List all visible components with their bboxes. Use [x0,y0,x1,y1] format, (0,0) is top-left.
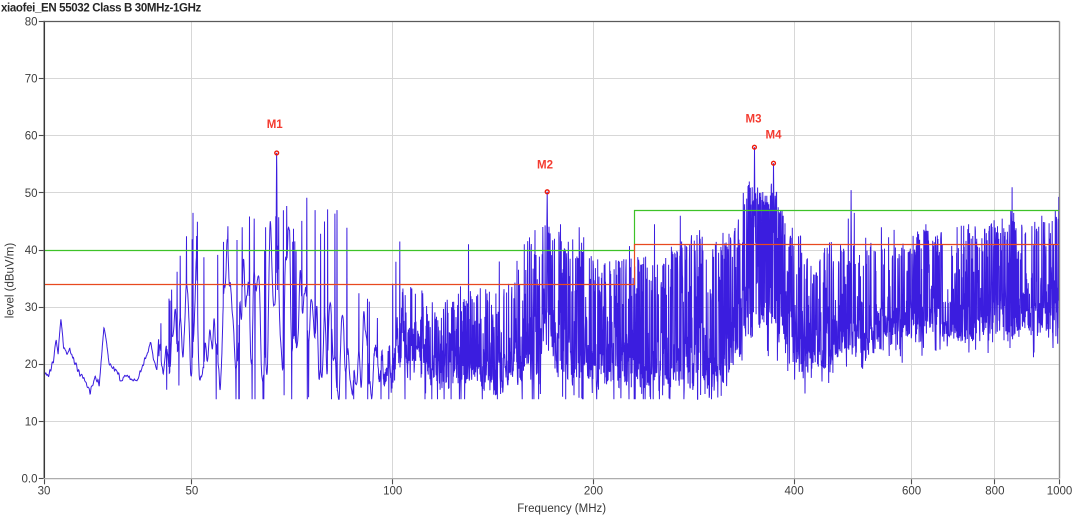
svg-text:Frequency (MHz): Frequency (MHz) [517,503,606,515]
svg-text:0.0: 0.0 [22,474,38,486]
svg-text:20: 20 [25,359,38,371]
svg-text:M1: M1 [267,119,284,131]
svg-text:70: 70 [25,74,38,86]
svg-text:100: 100 [383,486,402,498]
svg-text:M4: M4 [766,129,783,141]
svg-text:80: 80 [25,16,38,28]
svg-text:50: 50 [25,188,38,200]
svg-text:30: 30 [25,302,38,314]
svg-text:1000: 1000 [1047,486,1073,498]
svg-text:200: 200 [584,486,603,498]
svg-text:400: 400 [785,486,804,498]
svg-text:800: 800 [985,486,1004,498]
svg-text:30: 30 [38,486,51,498]
svg-text:50: 50 [186,486,199,498]
svg-text:600: 600 [902,486,921,498]
svg-text:60: 60 [25,131,38,143]
svg-text:xiaofei_EN 55032 Class B 30MHz: xiaofei_EN 55032 Class B 30MHz-1GHz [1,3,202,15]
svg-text:M2: M2 [537,159,553,171]
svg-text:40: 40 [25,245,38,257]
svg-text:10: 10 [25,416,38,428]
svg-text:M3: M3 [746,114,762,126]
svg-text:level (dBuV/m): level (dBuV/m) [5,243,17,319]
